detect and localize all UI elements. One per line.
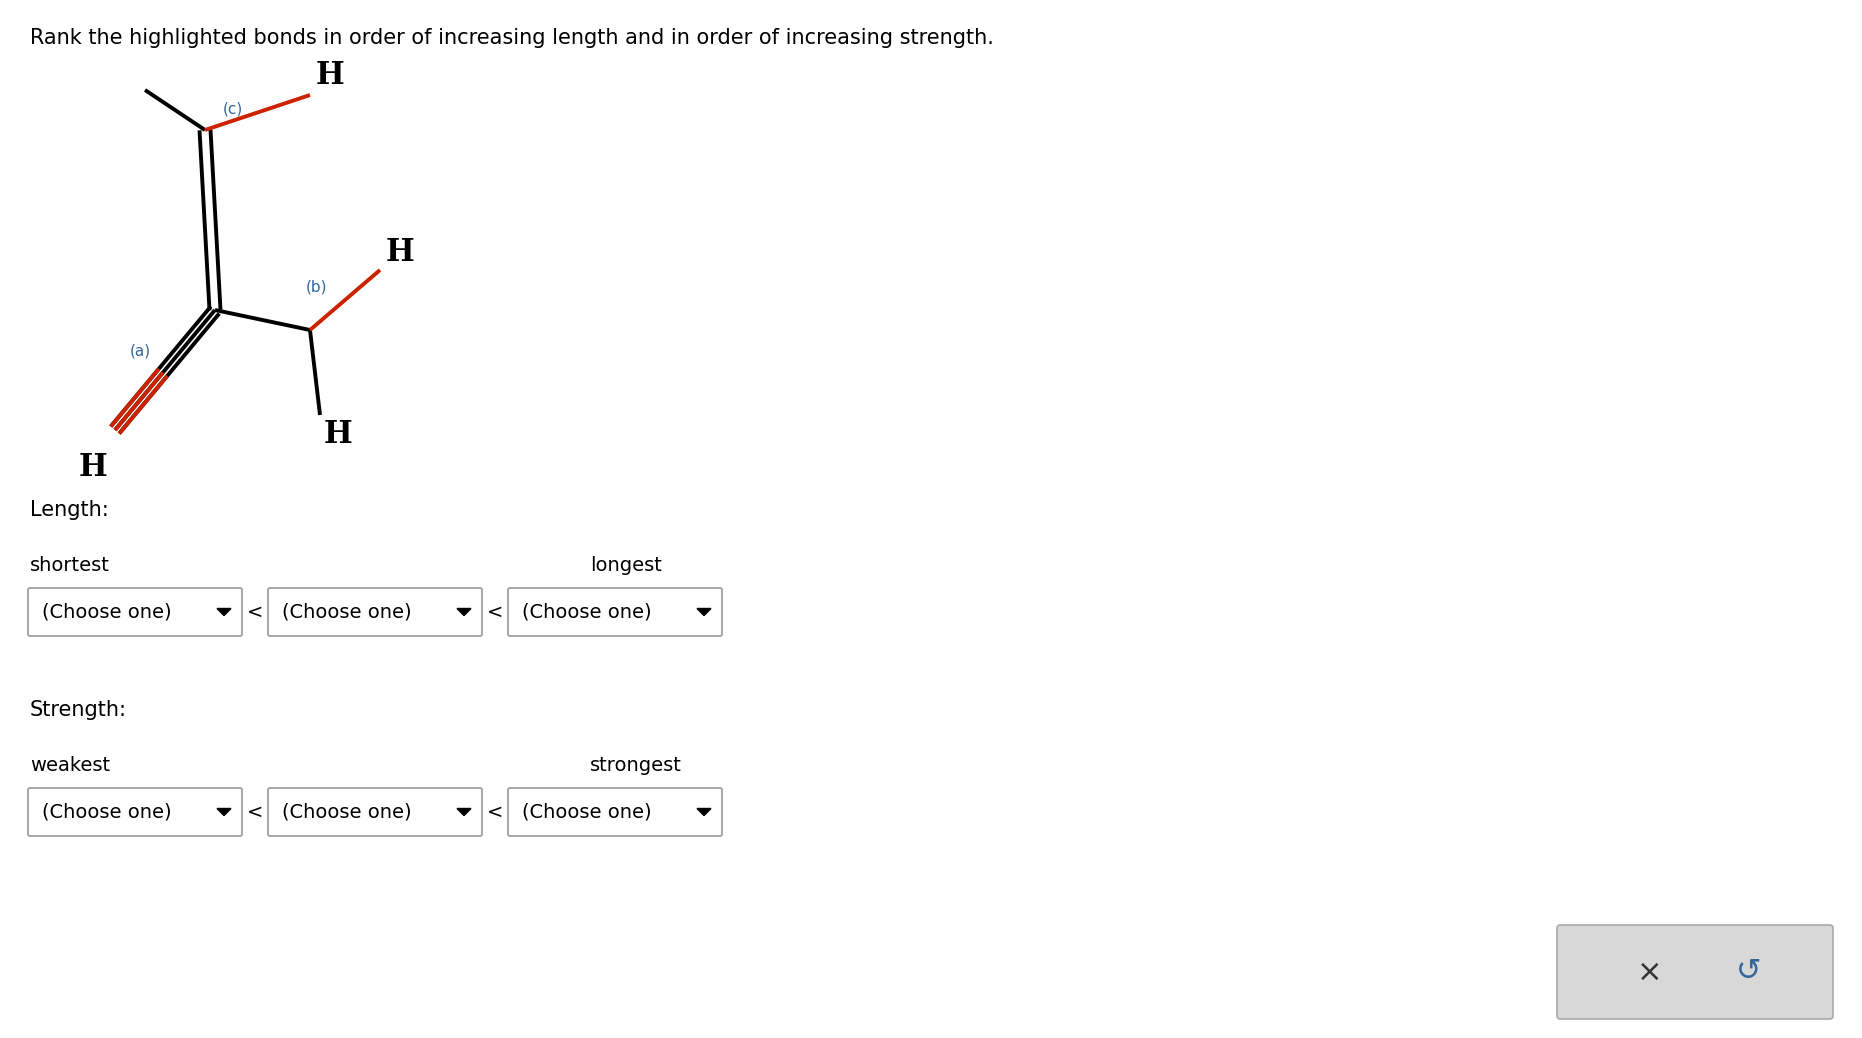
Text: longest: longest xyxy=(590,556,661,575)
Text: strongest: strongest xyxy=(590,756,681,775)
Polygon shape xyxy=(456,809,471,816)
Text: (Choose one): (Choose one) xyxy=(281,602,412,622)
Text: (a): (a) xyxy=(130,344,151,358)
Polygon shape xyxy=(696,809,711,816)
Polygon shape xyxy=(456,608,471,616)
Text: (Choose one): (Choose one) xyxy=(43,602,171,622)
FancyBboxPatch shape xyxy=(28,588,242,636)
Text: Length:: Length: xyxy=(30,500,108,520)
FancyBboxPatch shape xyxy=(508,788,722,836)
Text: (Choose one): (Choose one) xyxy=(521,802,652,821)
Text: (Choose one): (Choose one) xyxy=(43,802,171,821)
FancyBboxPatch shape xyxy=(28,788,242,836)
Text: H: H xyxy=(78,452,106,483)
Text: ↺: ↺ xyxy=(1735,957,1761,986)
Text: (c): (c) xyxy=(223,102,244,116)
Text: Strength:: Strength: xyxy=(30,700,127,720)
Text: (Choose one): (Choose one) xyxy=(521,602,652,622)
Text: weakest: weakest xyxy=(30,756,110,775)
Text: <: < xyxy=(248,602,263,622)
FancyBboxPatch shape xyxy=(1557,925,1832,1019)
Text: H: H xyxy=(385,237,415,268)
Text: <: < xyxy=(486,602,503,622)
Text: shortest: shortest xyxy=(30,556,110,575)
Polygon shape xyxy=(218,809,231,816)
Text: (b): (b) xyxy=(305,279,328,294)
Polygon shape xyxy=(218,608,231,616)
Text: H: H xyxy=(317,60,344,91)
Text: <: < xyxy=(486,802,503,821)
Text: ×: × xyxy=(1637,957,1663,986)
FancyBboxPatch shape xyxy=(508,588,722,636)
Polygon shape xyxy=(696,608,711,616)
Text: H: H xyxy=(324,419,352,450)
FancyBboxPatch shape xyxy=(268,588,482,636)
Text: <: < xyxy=(248,802,263,821)
FancyBboxPatch shape xyxy=(268,788,482,836)
Text: Rank the highlighted bonds in order of increasing length and in order of increas: Rank the highlighted bonds in order of i… xyxy=(30,28,994,48)
Text: (Choose one): (Choose one) xyxy=(281,802,412,821)
